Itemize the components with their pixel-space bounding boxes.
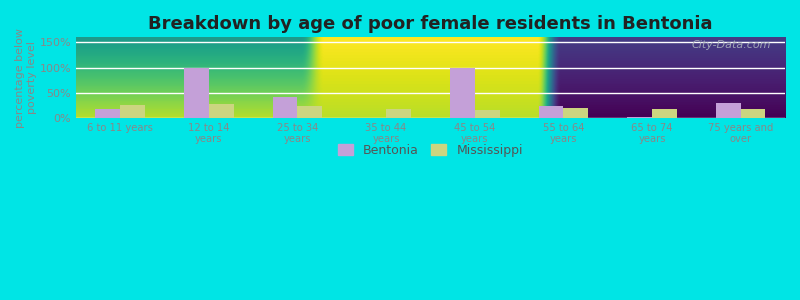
Bar xyxy=(741,110,766,118)
Bar xyxy=(450,68,474,118)
Text: City-Data.com: City-Data.com xyxy=(691,40,771,50)
Bar xyxy=(386,109,411,118)
Title: Breakdown by age of poor female residents in Bentonia: Breakdown by age of poor female resident… xyxy=(148,15,713,33)
Bar xyxy=(716,103,741,118)
Bar xyxy=(298,106,322,118)
Bar xyxy=(563,108,588,118)
Bar xyxy=(120,105,145,118)
Bar xyxy=(627,116,652,118)
Y-axis label: percentage below
poverty level: percentage below poverty level xyxy=(15,28,37,128)
Bar xyxy=(95,109,120,118)
Bar xyxy=(652,110,677,118)
Bar xyxy=(273,97,298,118)
Bar xyxy=(538,106,563,118)
Legend: Bentonia, Mississippi: Bentonia, Mississippi xyxy=(333,139,528,162)
Bar xyxy=(184,68,209,118)
Bar xyxy=(474,110,499,118)
Bar xyxy=(209,104,234,118)
